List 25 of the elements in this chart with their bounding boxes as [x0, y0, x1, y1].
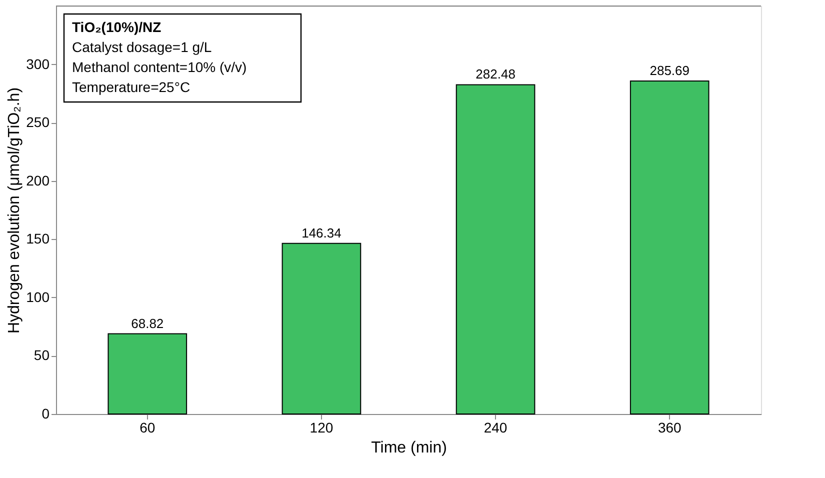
y-tick-label: 200: [26, 172, 50, 188]
y-tick-label: 150: [26, 230, 50, 247]
y-tick-label: 250: [26, 114, 50, 130]
data-label: 282.48: [476, 66, 516, 82]
bar: [456, 84, 536, 414]
y-axis-title: Hydrogen evolution (μmol/gTiO₂.h): [6, 87, 24, 334]
bar: [108, 333, 188, 414]
x-tick-label: 240: [484, 420, 508, 436]
x-tick-label: 120: [310, 420, 334, 436]
y-tick-label: 0: [42, 406, 50, 422]
annotation: Methanol content=10% (v/v): [72, 59, 247, 75]
y-tick-label: 300: [26, 56, 50, 72]
annotation: TiO₂(10%)/NZ: [72, 19, 162, 35]
bar: [630, 80, 710, 414]
data-label: 146.34: [302, 225, 342, 240]
x-tick-label: 360: [658, 420, 682, 436]
bar: [282, 242, 362, 414]
y-tick-label: 100: [26, 288, 50, 305]
data-label: 285.69: [650, 62, 690, 78]
x-tick-label: 60: [140, 420, 156, 436]
annotation: Catalyst dosage=1 g/L: [72, 39, 212, 55]
x-axis-title: Time (min): [371, 440, 447, 456]
annotation: Temperature=25°C: [72, 79, 190, 95]
y-tick-label: 50: [34, 347, 50, 364]
data-label: 68.82: [131, 316, 164, 331]
